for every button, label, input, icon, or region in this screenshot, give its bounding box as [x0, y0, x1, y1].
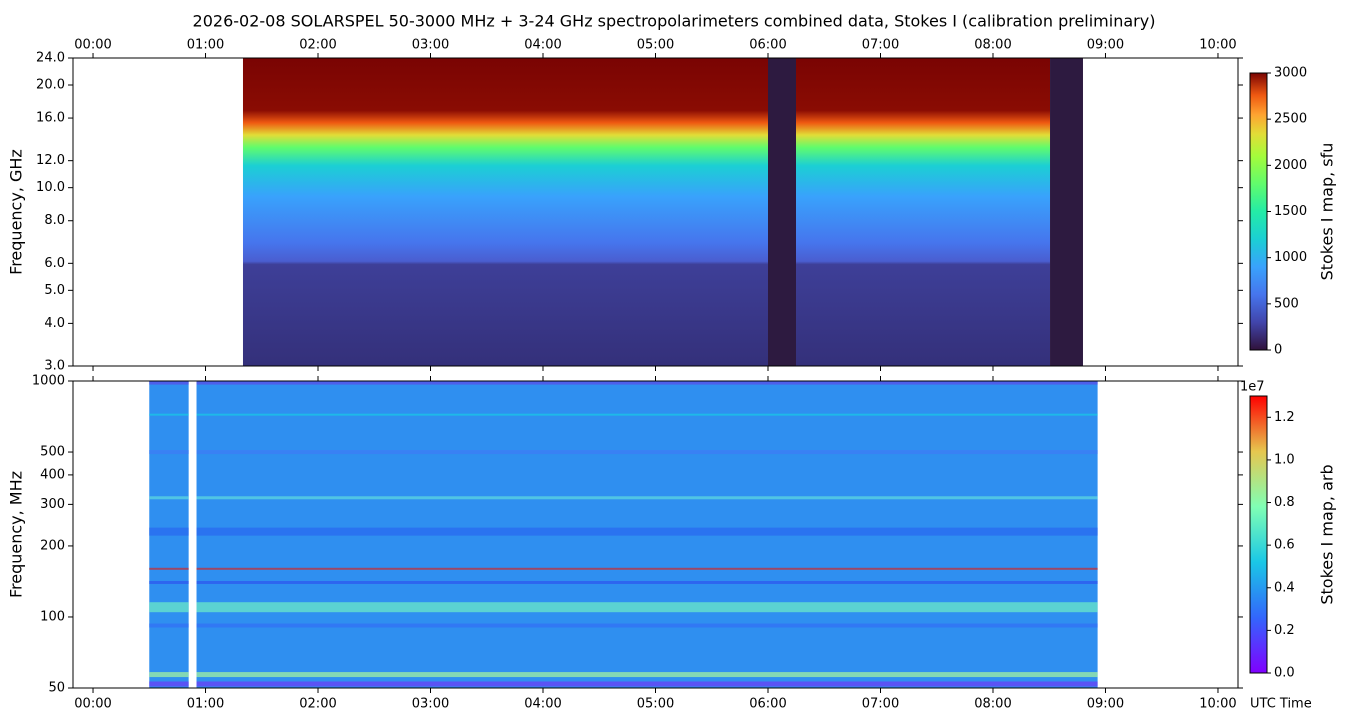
spectrum-band	[196, 623, 1098, 628]
x-tick-label: 07:00	[862, 38, 899, 53]
spectrum-block	[196, 381, 1098, 688]
spectrum-block	[242, 58, 768, 366]
colorbar-label: Stokes I map, sfu	[1318, 143, 1337, 281]
colorbar-tick-label: 0	[1274, 343, 1282, 358]
spectrum-band	[149, 381, 189, 385]
x-tick-label: 00:00	[74, 697, 111, 712]
colorbar-tick-label: 0.4	[1274, 580, 1295, 595]
colorbar-tick-label: 500	[1274, 296, 1299, 311]
y-tick-label: 500	[40, 445, 65, 460]
y-tick-label: 300	[40, 497, 65, 512]
colorbar-tick-label: 1.0	[1274, 452, 1295, 467]
spectrum-band	[149, 623, 189, 628]
spectrum-band	[149, 450, 189, 455]
x-tick-label: 08:00	[974, 697, 1011, 712]
y-tick-label: 50	[48, 681, 65, 696]
x-tick-label: 00:00	[74, 38, 111, 53]
x-tick-label: 08:00	[974, 38, 1011, 53]
x-tick-label: 09:00	[1087, 697, 1124, 712]
colorbar	[1249, 72, 1268, 351]
colorbar-tick-label: 1.2	[1274, 410, 1295, 425]
colorbar-tick-label: 1000	[1274, 250, 1307, 265]
y-axis-label: Frequency, GHz	[7, 149, 26, 275]
spectrum-band	[149, 580, 189, 584]
spectrum-band	[149, 602, 189, 613]
spectrum-band	[196, 681, 1098, 687]
chart-title: 2026-02-08 SOLARSPEL 50-3000 MHz + 3-24 …	[193, 12, 1156, 31]
spectrum-band	[149, 567, 189, 570]
colorbar-tick-label: 0.2	[1274, 623, 1295, 638]
y-tick-label: 3.0	[44, 359, 65, 374]
y-tick-label: 100	[40, 609, 65, 624]
gap-block	[1050, 58, 1083, 366]
spectrum-band	[149, 672, 189, 678]
x-tick-label: 10:00	[1199, 38, 1236, 53]
spectrum-band	[196, 580, 1098, 584]
spectrum-block	[149, 381, 189, 688]
x-tick-label: 06:00	[749, 697, 786, 712]
y-tick-label: 20.0	[36, 78, 65, 93]
x-tick-label: 04:00	[524, 697, 561, 712]
spectrum-band	[149, 527, 189, 536]
spectrum-band	[196, 602, 1098, 613]
x-tick-label: 01:00	[187, 38, 224, 53]
y-tick-label: 24.0	[36, 51, 65, 66]
colorbar-tick-label: 1500	[1274, 204, 1307, 219]
y-axis-label: Frequency, MHz	[7, 471, 26, 598]
x-tick-label: 09:00	[1087, 38, 1124, 53]
spectrum-band	[196, 567, 1098, 570]
x-tick-label: 03:00	[412, 697, 449, 712]
colorbar-tick-label: 0.8	[1274, 495, 1295, 510]
spectrum-fill	[796, 58, 1051, 366]
spectrum-fill	[242, 58, 768, 366]
spectrum-block	[796, 58, 1051, 366]
x-tick-label: 04:00	[524, 38, 561, 53]
x-tick-label: 05:00	[637, 697, 674, 712]
y-tick-label: 5.0	[44, 283, 65, 298]
colorbar-tick-label: 2500	[1274, 112, 1307, 127]
colorbar-offset: 1e7	[1240, 380, 1265, 395]
gap-block	[767, 58, 797, 366]
spectrum-band	[196, 450, 1098, 455]
spectrum-band	[149, 681, 189, 687]
spectrum-band	[196, 672, 1098, 678]
colorbar-tick-label: 2000	[1274, 158, 1307, 173]
colorbar-label: Stokes I map, arb	[1318, 464, 1337, 604]
spectrum-band	[149, 413, 189, 416]
x-tick-label: 02:00	[299, 697, 336, 712]
x-tick-label: 01:00	[187, 697, 224, 712]
y-tick-label: 4.0	[44, 316, 65, 331]
y-tick-label: 6.0	[44, 256, 65, 271]
spectrum-band	[149, 496, 189, 500]
spectrum-band	[196, 413, 1098, 416]
x-tick-label: 03:00	[412, 38, 449, 53]
y-tick-label: 12.0	[36, 153, 65, 168]
y-tick-label: 16.0	[36, 111, 65, 126]
x-tick-label: 10:00	[1199, 697, 1236, 712]
colorbar-tick-label: 0.6	[1274, 538, 1295, 553]
y-tick-label: 1000	[32, 374, 65, 389]
x-axis-label: UTC Time	[1250, 697, 1312, 712]
colorbar	[1249, 395, 1268, 674]
y-tick-label: 8.0	[44, 213, 65, 228]
spectrum-band	[196, 527, 1098, 536]
y-tick-label: 400	[40, 467, 65, 482]
x-tick-label: 02:00	[299, 38, 336, 53]
spectrum-band	[196, 381, 1098, 385]
colorbar-tick-label: 3000	[1274, 66, 1307, 81]
x-tick-label: 05:00	[637, 38, 674, 53]
x-tick-label: 07:00	[862, 697, 899, 712]
x-tick-label: 06:00	[749, 38, 786, 53]
colorbar-tick-label: 0.0	[1274, 666, 1295, 681]
spectrum-band	[196, 496, 1098, 500]
y-tick-label: 10.0	[36, 180, 65, 195]
y-tick-label: 200	[40, 538, 65, 553]
